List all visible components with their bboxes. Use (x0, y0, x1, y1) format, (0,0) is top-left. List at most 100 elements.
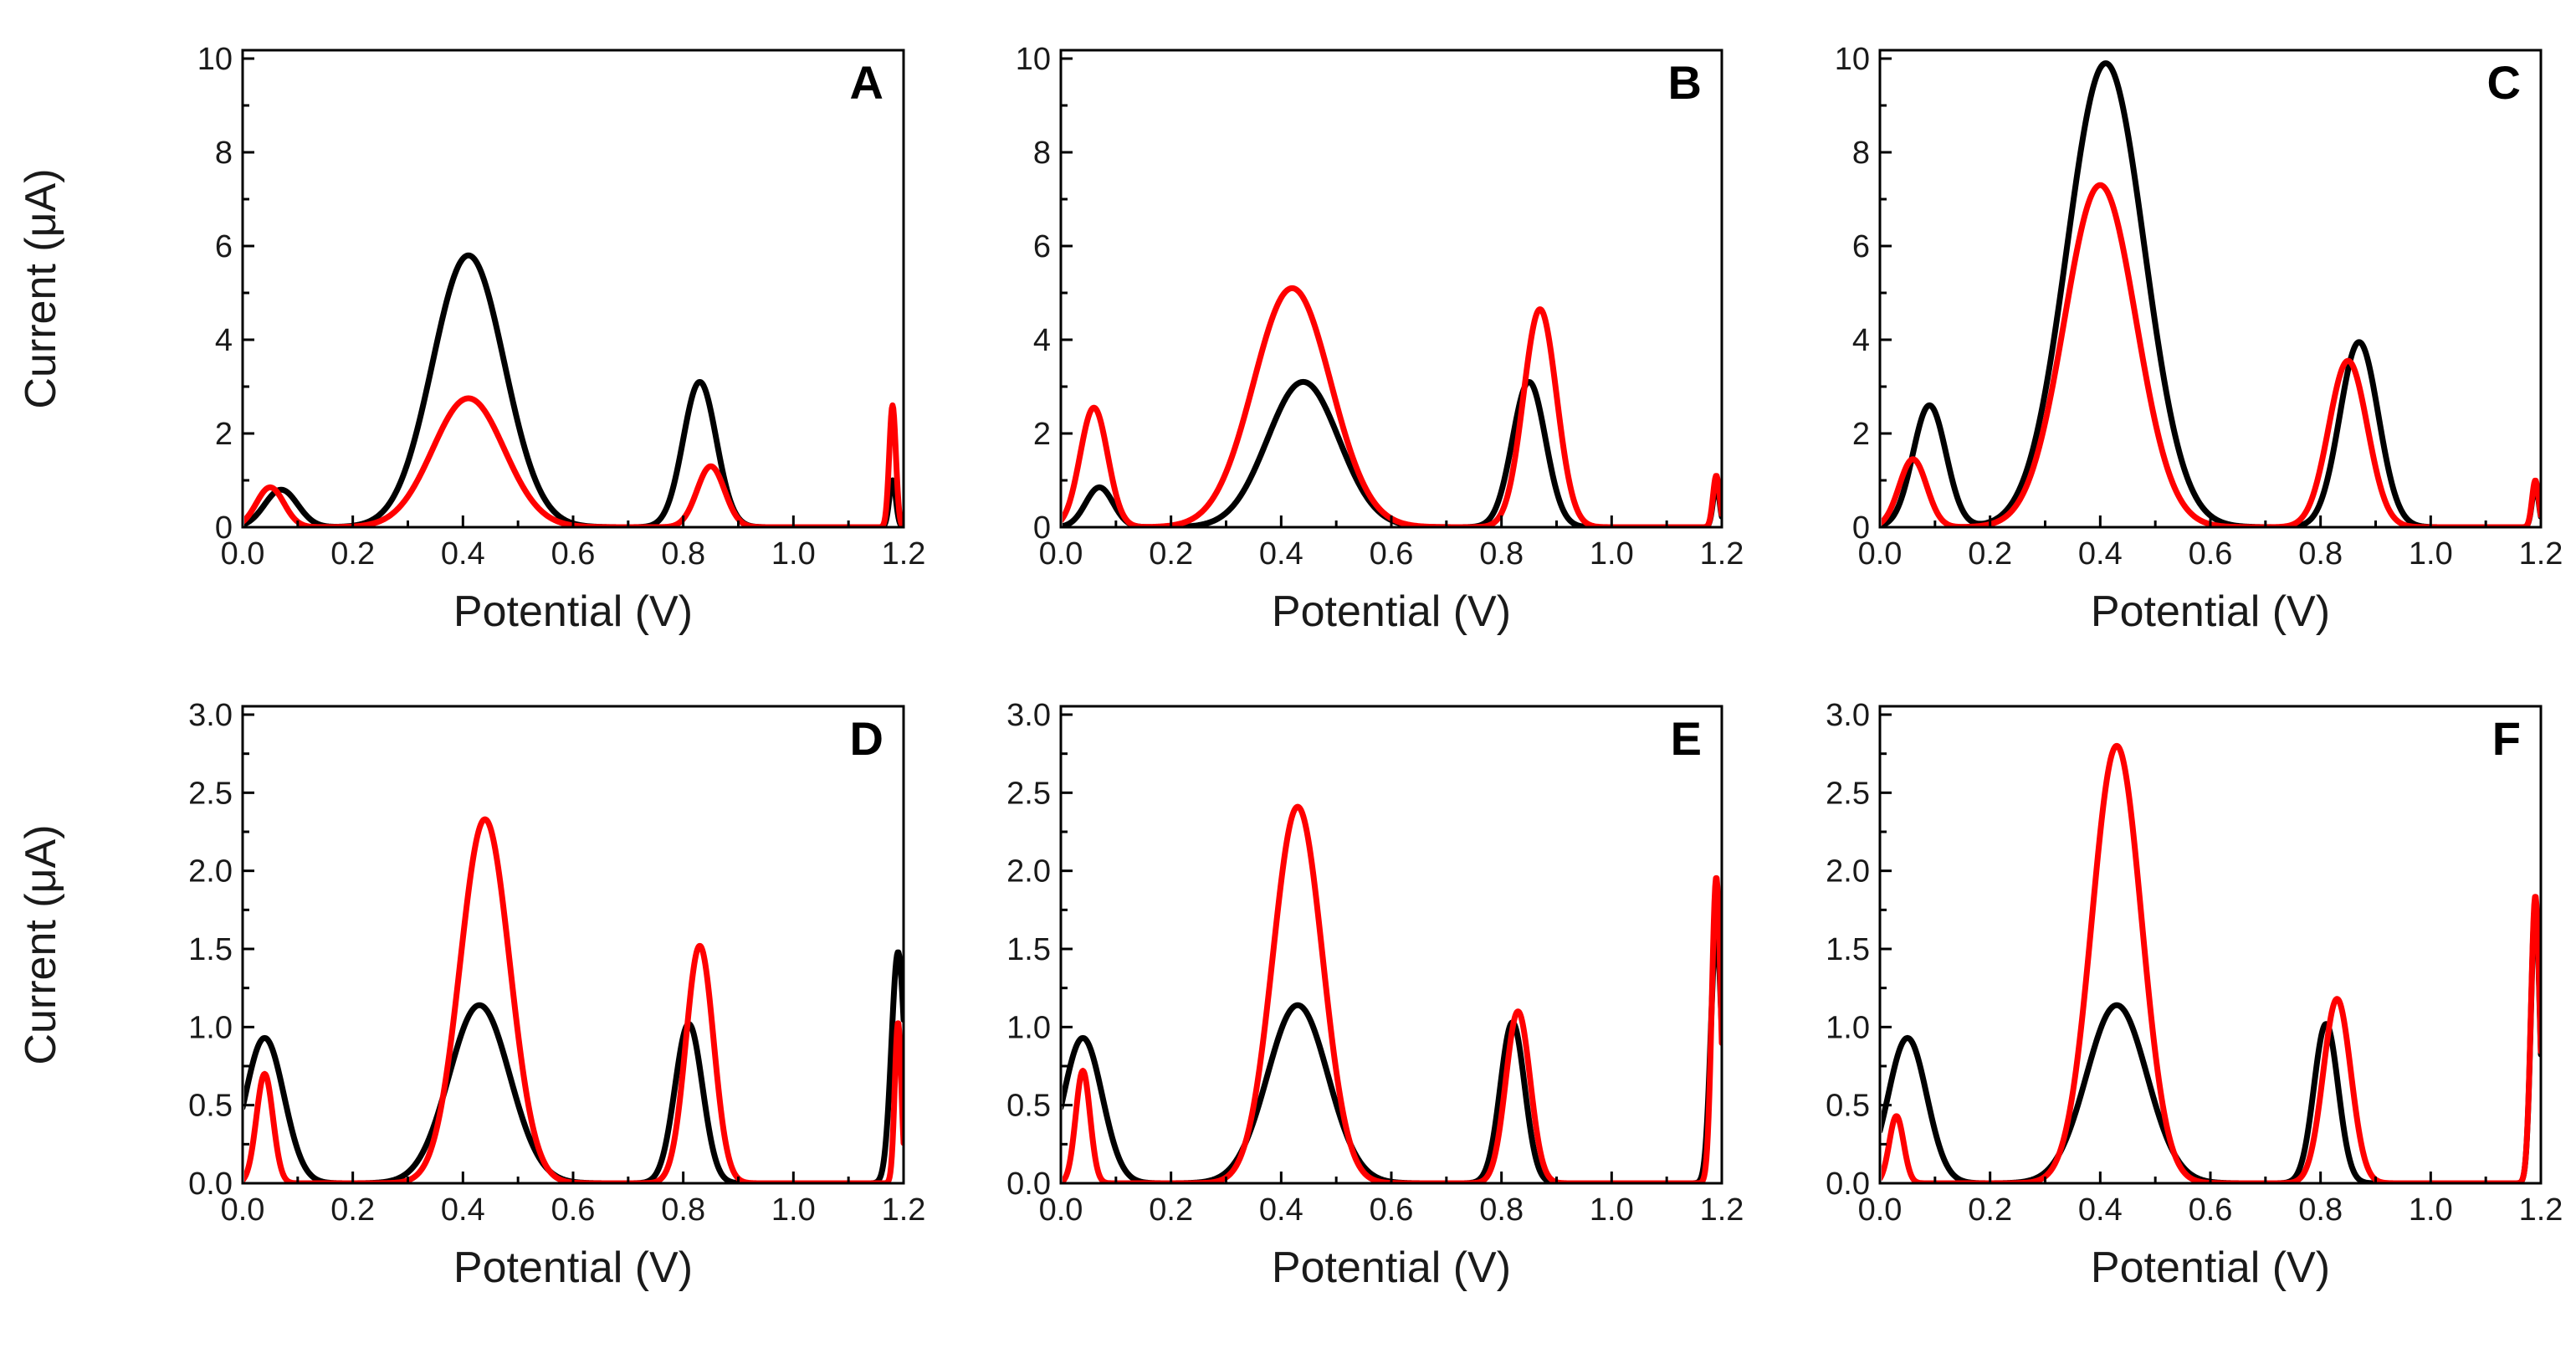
x-tick-label: 0.2 (1968, 1192, 2012, 1228)
x-tick-label: 0.6 (551, 536, 596, 572)
x-tick-label: 1.0 (1590, 536, 1634, 572)
series-red-line (1063, 803, 1722, 1183)
x-tick-label: 0.4 (441, 536, 485, 572)
x-tick-label: 0.8 (1479, 536, 1524, 572)
plot-frame (241, 705, 905, 1185)
x-tick-label: 0.6 (2189, 536, 2233, 572)
series-red-line (244, 395, 904, 527)
y-tick-label: 4 (1852, 323, 1870, 358)
x-tick-label: 1.0 (2409, 536, 2453, 572)
panel-e: 0.0 0.2 0.4 0.6 0.8 1.0 1.2 0.0 0.5 1.0 1.5 2.0 2.5 3… (1006, 698, 1744, 1292)
series-black-line (1882, 900, 2541, 1183)
x-axis-title: Potential (V) (1272, 587, 1511, 636)
x-tick-label: 1.2 (2519, 536, 2563, 572)
y-tick-label: 0.5 (1006, 1089, 1051, 1124)
series-black-line (244, 252, 904, 527)
x-tick-label: 0.4 (441, 1192, 485, 1228)
y-tick-label: 6 (215, 229, 233, 264)
x-tick-label: 0.8 (2298, 536, 2343, 572)
y-axis-title: Current (μA) (17, 168, 65, 408)
x-tick-label: 0.2 (1968, 536, 2012, 572)
plot-frame (1059, 49, 1723, 529)
plot-frame (1059, 705, 1723, 1185)
x-tick-label: 0.6 (2189, 1192, 2233, 1228)
y-tick-label: 10 (1016, 42, 1051, 77)
x-tick-label: 0.4 (1259, 536, 1303, 572)
y-tick-label: 0.5 (1826, 1089, 1870, 1124)
x-tick-label: 0.2 (1149, 1192, 1193, 1228)
y-tick-label: 0.0 (188, 1167, 233, 1202)
x-tick-label: 0.4 (1259, 1192, 1303, 1228)
y-tick-label: 0.0 (1826, 1167, 1870, 1202)
x-tick-label: 0.6 (1370, 1192, 1414, 1228)
series-black-line (244, 949, 904, 1183)
x-tick-label: 0.2 (330, 536, 375, 572)
y-tick-label: 2.5 (1006, 776, 1051, 811)
y-tick-label: 0 (1852, 510, 1870, 546)
x-tick-label: 0.2 (1149, 536, 1193, 572)
y-tick-label: 8 (215, 136, 233, 171)
y-tick-label: 4 (1033, 323, 1051, 358)
plot-frame (1878, 705, 2543, 1185)
x-tick-label: 1.2 (2519, 1192, 2563, 1228)
y-tick-label: 2 (1852, 417, 1870, 452)
y-tick-label: 2 (1033, 417, 1051, 452)
series-black-line (1063, 378, 1722, 527)
y-tick-label: 1.5 (1826, 932, 1870, 967)
y-tick-label: 1.5 (1006, 932, 1051, 967)
x-tick-label: 0.0 (1858, 1192, 1903, 1228)
y-tick-label: 10 (197, 42, 233, 77)
y-tick-label: 3.0 (1006, 698, 1051, 733)
x-axis-title: Potential (V) (2091, 587, 2330, 636)
y-tick-label: 2.0 (1006, 854, 1051, 890)
panel-c: 0.0 0.2 0.4 0.6 0.8 1.0 1.2 0 2 4 6 8 10 C Potential (… (1835, 42, 2563, 636)
y-tick-label: 6 (1852, 229, 1870, 264)
x-tick-label: 0.4 (2078, 536, 2123, 572)
y-tick-label: 2.5 (188, 776, 233, 811)
series-black-line (1882, 60, 2541, 527)
y-tick-label: 10 (1835, 42, 1870, 77)
x-tick-label: 0.0 (221, 536, 265, 572)
x-tick-label: 0.0 (221, 1192, 265, 1228)
series-black-line (1063, 931, 1722, 1183)
x-tick-label: 1.0 (771, 1192, 816, 1228)
series-red-line (244, 816, 904, 1183)
x-tick-label: 0.8 (661, 1192, 705, 1228)
y-axis-title: Current (μA) (17, 824, 65, 1064)
series-red-line (1063, 285, 1722, 527)
y-tick-label: 3.0 (188, 698, 233, 733)
y-tick-label: 2.0 (188, 854, 233, 890)
panel-d: 0.0 0.2 0.4 0.6 0.8 1.0 1.2 0.0 0.5 1.0 1.5 2.0 2.5 3… (17, 698, 925, 1292)
x-tick-label: 0.0 (1858, 536, 1903, 572)
x-tick-label: 0.8 (1479, 1192, 1524, 1228)
panel-f: 0.0 0.2 0.4 0.6 0.8 1.0 1.2 0.0 0.5 1.0 1.5 2.0 2.5 3… (1826, 698, 2563, 1292)
x-tick-label: 0.0 (1039, 1192, 1083, 1228)
x-tick-label: 0.0 (1039, 536, 1083, 572)
panel-b: 0.0 0.2 0.4 0.6 0.8 1.0 1.2 0 2 4 6 8 10 B Potential (… (1016, 42, 1744, 636)
panel-label: D (850, 712, 883, 765)
x-tick-label: 0.8 (661, 536, 705, 572)
x-tick-label: 0.6 (1370, 536, 1414, 572)
y-tick-label: 0.0 (1006, 1167, 1051, 1202)
y-tick-label: 8 (1852, 136, 1870, 171)
x-tick-label: 1.2 (1700, 1192, 1744, 1228)
x-tick-label: 0.4 (2078, 1192, 2123, 1228)
y-tick-label: 2.5 (1826, 776, 1870, 811)
y-tick-label: 1.0 (1826, 1010, 1870, 1045)
y-tick-label: 2.0 (1826, 854, 1870, 890)
series-red-line (1882, 742, 2541, 1183)
y-tick-label: 0.5 (188, 1089, 233, 1124)
panel-label: E (1671, 712, 1702, 765)
plot-frame (241, 49, 905, 529)
panel-label: F (2492, 712, 2521, 765)
x-tick-label: 1.2 (1700, 536, 1744, 572)
y-tick-label: 8 (1033, 136, 1051, 171)
y-tick-label: 1.5 (188, 932, 233, 967)
x-tick-label: 0.6 (551, 1192, 596, 1228)
y-tick-label: 3.0 (1826, 698, 1870, 733)
plot-frame (1878, 49, 2543, 529)
y-tick-label: 4 (215, 323, 233, 358)
panel-a: 0.0 0.2 0.4 0.6 0.8 1.0 1.2 0 2 4 6 8 10 A Potential (… (17, 42, 925, 636)
series-red-line (1882, 182, 2541, 527)
